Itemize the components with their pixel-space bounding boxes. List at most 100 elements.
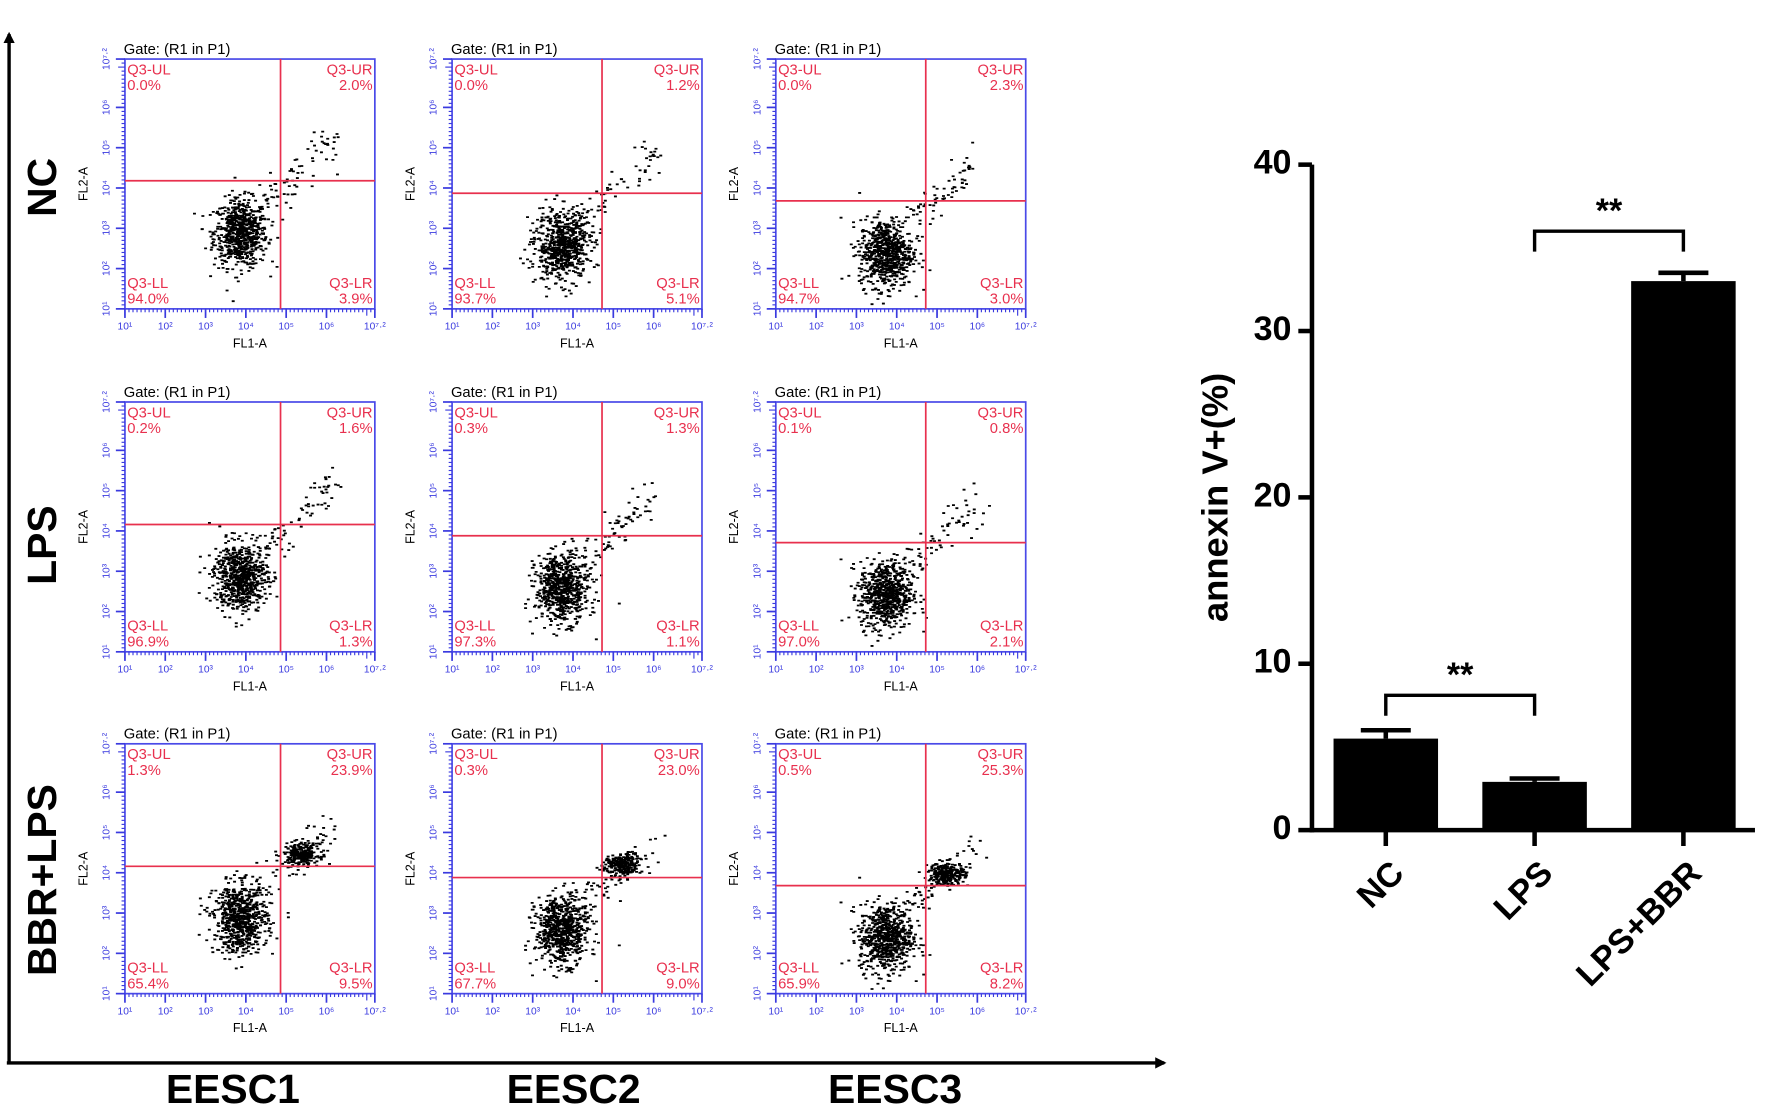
quadrant-percent: 96.9% xyxy=(127,635,169,651)
y-tick-label: 10² xyxy=(429,604,440,619)
quadrant-percent: 2.0% xyxy=(339,78,373,94)
x-tick-label: 10³ xyxy=(849,322,864,333)
y-tick-label: 10⁴ xyxy=(752,865,763,881)
gate-label: Gate: (R1 in P1) xyxy=(124,42,231,58)
y-tick-label: 10⁴ xyxy=(429,180,440,196)
x-tick-label: 10⁴ xyxy=(889,1007,905,1018)
x-tick-label: 10¹ xyxy=(445,322,460,333)
x-tick-label: 10² xyxy=(809,322,824,333)
x-tick-label: 10⁵ xyxy=(606,1007,622,1018)
y-tick-label: 10² xyxy=(752,604,763,619)
quadrant-name: Q3-LL xyxy=(127,619,168,635)
event-dots xyxy=(524,834,667,983)
y-tick-label: 10⁵ xyxy=(752,140,763,156)
quadrant-percent: 9.0% xyxy=(666,976,700,992)
quadrant-name: Q3-UR xyxy=(978,747,1024,763)
y-tick-label: 0 xyxy=(1273,809,1292,847)
x-tick-label: 10² xyxy=(485,665,500,676)
y-tick-label: 10⁴ xyxy=(429,865,440,881)
quadrant-name: Q3-LL xyxy=(127,961,168,977)
x-tick-label: 10¹ xyxy=(118,1007,133,1018)
event-dots xyxy=(839,482,991,647)
y-tick-label: 10³ xyxy=(429,563,440,578)
y-tick-label: 10⁶ xyxy=(752,100,763,116)
quadrant-name: Q3-UR xyxy=(654,405,700,421)
quadrant-percent: 23.9% xyxy=(331,763,373,779)
quadrant-percent: 1.3% xyxy=(127,763,161,779)
y-tick-label: 10⁴ xyxy=(101,180,112,196)
gate-label: Gate: (R1 in P1) xyxy=(451,727,558,743)
x-tick-label: 10³ xyxy=(849,665,864,676)
quadrant-name: Q3-UL xyxy=(454,405,497,421)
quadrant-name: Q3-LL xyxy=(778,619,819,635)
x-tick-label: 10³ xyxy=(849,1007,864,1018)
gate-label: Gate: (R1 in P1) xyxy=(775,727,882,743)
x-tick-label: 10² xyxy=(158,322,173,333)
y-tick-label: 10⁷·² xyxy=(429,390,440,412)
significance-bracket xyxy=(1532,229,1686,252)
y-tick-label: 10 xyxy=(1254,643,1292,681)
x-tick-label: 10⁶ xyxy=(646,665,662,676)
x-tick-label: 10⁵ xyxy=(606,665,622,676)
x-tick-label: 10⁵ xyxy=(278,322,294,333)
y-tick-label: 40 xyxy=(1254,144,1292,182)
event-dots xyxy=(839,835,989,990)
x-tick-label: 10² xyxy=(158,1007,173,1018)
significance-label: ** xyxy=(1447,656,1474,694)
y-axis-label: FL2-A xyxy=(727,509,741,544)
x-tick-label: 10¹ xyxy=(118,665,133,676)
quadrant-percent: 1.1% xyxy=(666,635,700,651)
x-tick-label: 10⁴ xyxy=(238,322,254,333)
x-tick-label: 10⁵ xyxy=(929,322,945,333)
x-axis-label: FL1-A xyxy=(884,336,919,350)
x-tick-label: 10³ xyxy=(525,665,540,676)
quadrant-name: Q3-LL xyxy=(778,961,819,977)
y-tick-label: 10² xyxy=(101,261,112,276)
plot-frame xyxy=(451,401,703,653)
quadrant-percent: 94.7% xyxy=(778,292,820,308)
quadrant-name: Q3-UR xyxy=(978,405,1024,421)
quadrant-name: Q3-UL xyxy=(454,747,497,763)
quadrant-name: Q3-LR xyxy=(656,619,699,635)
y-tick-label: 10¹ xyxy=(429,301,440,316)
y-tick-label: 10³ xyxy=(101,563,112,578)
y-tick-label: 10⁴ xyxy=(752,180,763,196)
quadrant-name: Q3-LL xyxy=(454,961,495,977)
quadrant-percent: 1.2% xyxy=(666,78,700,94)
quadrant-percent: 97.0% xyxy=(778,635,820,651)
quadrant-percent: 0.0% xyxy=(778,78,812,94)
y-tick-label: 10⁵ xyxy=(101,140,112,156)
quadrant-name: Q3-LR xyxy=(329,276,372,292)
x-tick-label: 10¹ xyxy=(768,665,783,676)
quadrant-percent: 2.3% xyxy=(990,78,1024,94)
x-tick-label: 10³ xyxy=(525,322,540,333)
y-tick-label: 10² xyxy=(101,604,112,619)
y-axis-label: FL2-A xyxy=(76,166,90,201)
plot-frame xyxy=(124,742,376,995)
event-dots xyxy=(839,141,975,306)
y-tick-label: 10⁵ xyxy=(429,483,440,499)
y-tick-label: 10³ xyxy=(101,220,112,235)
y-axis-label: FL2-A xyxy=(403,851,417,886)
quadrant-percent: 1.3% xyxy=(339,635,373,651)
y-tick-label: 10³ xyxy=(752,563,763,578)
gate-label: Gate: (R1 in P1) xyxy=(451,385,558,401)
y-tick-label: 10⁶ xyxy=(101,784,112,800)
x-tick-label: 10⁴ xyxy=(889,322,905,333)
y-tick-label: 10⁵ xyxy=(752,825,763,841)
x-axis-label: FL1-A xyxy=(233,1021,268,1035)
x-axis-label: FL1-A xyxy=(884,679,919,693)
x-axis-label: FL1-A xyxy=(884,1021,919,1035)
y-tick-label: 10³ xyxy=(752,905,763,920)
y-axis-label: FL2-A xyxy=(76,509,90,544)
x-tick-label: 10⁷·² xyxy=(691,665,713,676)
quadrant-percent: 0.1% xyxy=(778,421,812,437)
y-tick-label: 10¹ xyxy=(752,644,763,659)
quadrant-percent: 0.3% xyxy=(454,421,488,437)
quadrant-percent: 23.0% xyxy=(658,763,700,779)
event-dots xyxy=(192,130,340,303)
x-tick-label: 10⁶ xyxy=(970,322,986,333)
column-label: EESC2 xyxy=(507,1066,641,1112)
y-tick-label: 10⁷·² xyxy=(752,390,763,412)
